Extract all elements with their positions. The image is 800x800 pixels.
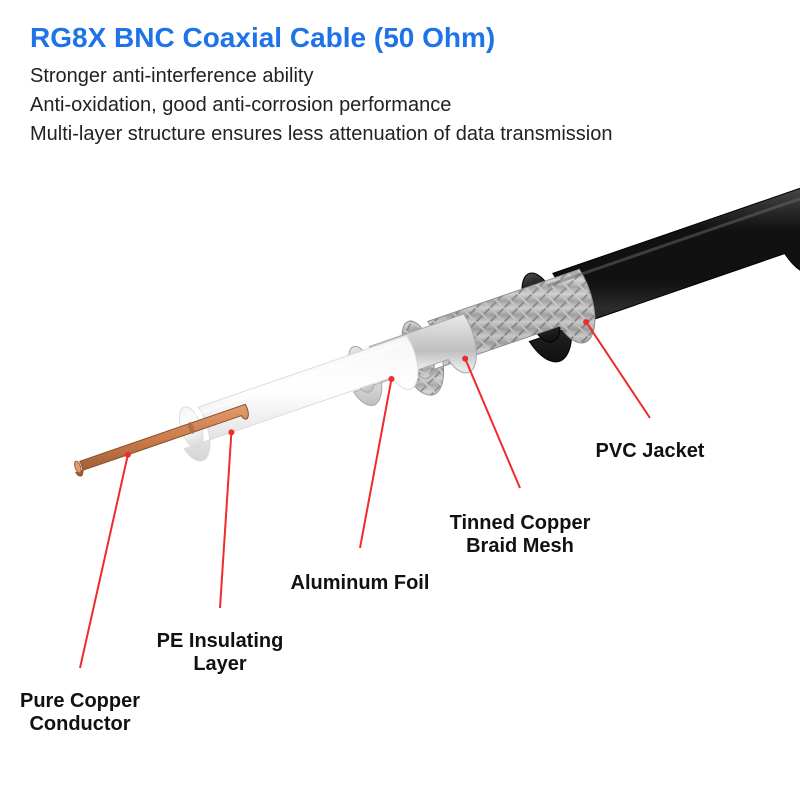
cable-diagram bbox=[0, 0, 800, 800]
page: RG8X BNC Coaxial Cable (50 Ohm) Stronger… bbox=[0, 0, 800, 800]
layer-label-braid: Tinned Copper Braid Mesh bbox=[430, 512, 610, 558]
layer-label-conductor: Pure Copper Conductor bbox=[0, 690, 170, 736]
layer-label-pe: PE Insulating Layer bbox=[130, 630, 310, 676]
layer-label-foil: Aluminum Foil bbox=[270, 572, 450, 595]
layer-label-jacket: PVC Jacket bbox=[560, 440, 740, 463]
